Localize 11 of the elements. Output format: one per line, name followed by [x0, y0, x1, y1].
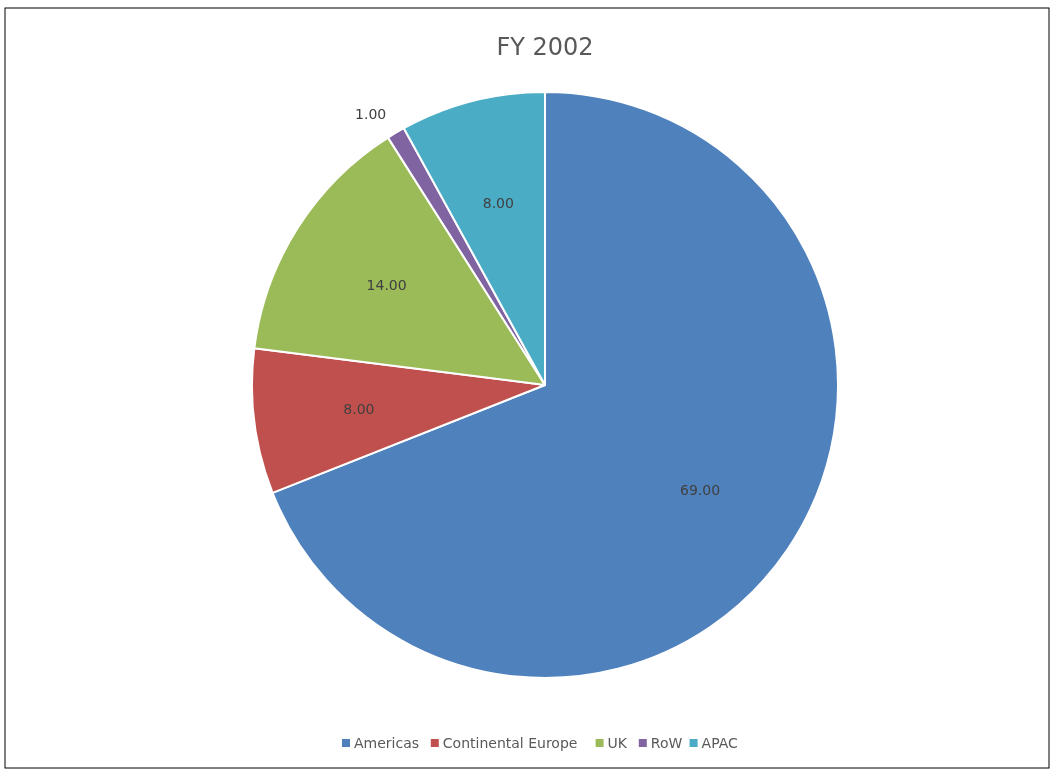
legend-label: APAC: [701, 735, 739, 751]
chart-title: FY 2002: [496, 33, 594, 61]
data-label: 8.00: [482, 195, 514, 212]
data-label: 1.00: [355, 105, 387, 122]
legend-label: Americas: [354, 735, 420, 751]
data-label: 69.00: [680, 482, 721, 499]
legend-label: RoW: [650, 735, 683, 751]
legend-label: Continental Europe: [442, 735, 578, 751]
data-label: 8.00: [343, 400, 375, 417]
data-label: 14.00: [366, 276, 407, 293]
legend-label: UK: [607, 735, 628, 751]
